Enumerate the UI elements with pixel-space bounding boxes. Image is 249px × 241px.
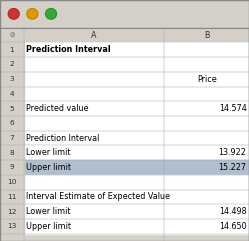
Text: A: A xyxy=(91,31,97,40)
Bar xyxy=(0,189,24,204)
Bar xyxy=(0,145,24,160)
Text: Upper limit: Upper limit xyxy=(26,163,71,172)
Circle shape xyxy=(8,8,19,19)
Bar xyxy=(0,72,24,87)
Text: 15.227: 15.227 xyxy=(219,163,247,172)
Bar xyxy=(24,116,249,131)
Text: Predicted value: Predicted value xyxy=(26,104,88,113)
Bar xyxy=(24,57,249,72)
Text: Upper limit: Upper limit xyxy=(26,222,71,231)
Bar xyxy=(24,189,249,204)
Text: 13.922: 13.922 xyxy=(219,148,247,157)
Bar xyxy=(0,42,24,57)
Text: 5: 5 xyxy=(9,106,14,112)
Text: Price: Price xyxy=(197,75,217,84)
Text: Prediction Interval: Prediction Interval xyxy=(26,134,99,142)
Bar xyxy=(0,131,24,145)
Bar xyxy=(24,175,249,189)
Text: 11: 11 xyxy=(7,194,17,200)
Bar xyxy=(0,28,249,42)
Text: ◎: ◎ xyxy=(9,33,14,38)
Text: 7: 7 xyxy=(9,135,14,141)
Text: Prediction Interval: Prediction Interval xyxy=(26,45,110,54)
Bar xyxy=(24,42,249,57)
Text: Lower limit: Lower limit xyxy=(26,148,70,157)
Text: 12: 12 xyxy=(7,208,17,214)
Text: 2: 2 xyxy=(9,61,14,67)
Bar xyxy=(24,160,249,175)
Text: Lower limit: Lower limit xyxy=(26,207,70,216)
Bar xyxy=(24,204,249,219)
Text: 14.650: 14.650 xyxy=(219,222,247,231)
Text: 10: 10 xyxy=(7,179,17,185)
Text: 9: 9 xyxy=(9,164,14,170)
Bar xyxy=(0,0,249,28)
Bar xyxy=(0,160,24,175)
Text: 6: 6 xyxy=(9,120,14,126)
Bar xyxy=(24,219,249,234)
Text: 13: 13 xyxy=(7,223,16,229)
Text: 3: 3 xyxy=(9,76,14,82)
Bar xyxy=(0,101,24,116)
Bar xyxy=(24,87,249,101)
Text: B: B xyxy=(204,31,209,40)
Bar xyxy=(24,72,249,87)
Bar xyxy=(0,116,24,131)
Text: 4: 4 xyxy=(9,91,14,97)
Text: 14.498: 14.498 xyxy=(219,207,247,216)
Text: Interval Estimate of Expected Value: Interval Estimate of Expected Value xyxy=(26,192,170,201)
Bar xyxy=(0,57,24,72)
Bar xyxy=(24,131,249,145)
Bar xyxy=(0,219,24,234)
Text: 14.574: 14.574 xyxy=(219,104,247,113)
Bar xyxy=(24,101,249,116)
Circle shape xyxy=(27,8,38,19)
Text: 8: 8 xyxy=(9,150,14,156)
Bar xyxy=(0,204,24,219)
Circle shape xyxy=(46,8,57,19)
Bar xyxy=(0,87,24,101)
Bar xyxy=(24,145,249,160)
Text: 1: 1 xyxy=(9,47,14,53)
Bar xyxy=(0,175,24,189)
